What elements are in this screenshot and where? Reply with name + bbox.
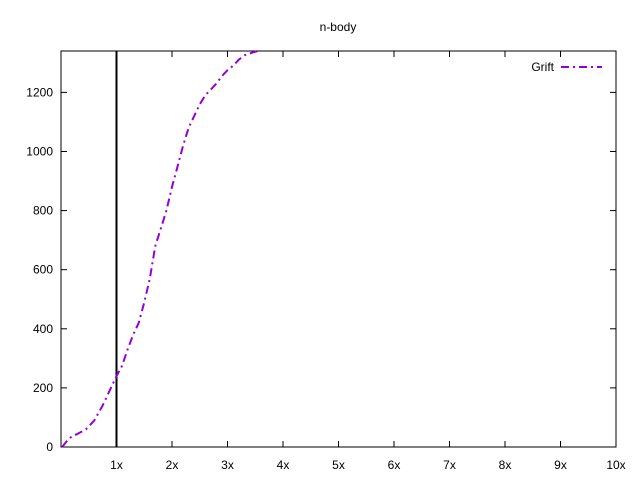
x-tick-label: 1x [110, 458, 123, 472]
x-tick-label: 10x [606, 458, 625, 472]
y-tick-label: 400 [33, 322, 53, 336]
plot-border [60, 50, 617, 448]
x-axis: 1x 2x 3x 4x 5x 6x 7x 8x 9x 10x [110, 51, 626, 472]
y-tick-label: 1000 [26, 144, 53, 158]
y-axis: 0 200 400 600 800 1000 1200 [26, 85, 616, 454]
x-tick-label: 8x [499, 458, 512, 472]
x-tick-label: 2x [166, 458, 179, 472]
y-tick-label: 1200 [26, 85, 53, 99]
y-tick-label: 800 [33, 204, 53, 218]
y-tick-label: 0 [46, 440, 53, 454]
legend-label-grift: Grift [531, 60, 554, 74]
chart-title: n-body [320, 20, 357, 34]
x-tick-label: 6x [388, 458, 401, 472]
y-tick-label: 600 [33, 263, 53, 277]
x-tick-label: 7x [443, 458, 456, 472]
y-tick-label: 200 [33, 381, 53, 395]
x-tick-label: 4x [277, 458, 290, 472]
x-tick-label: 9x [554, 458, 567, 472]
x-tick-label: 5x [332, 458, 345, 472]
series-line-grift [61, 50, 259, 448]
legend: Grift [531, 60, 602, 74]
x-tick-label: 3x [221, 458, 234, 472]
